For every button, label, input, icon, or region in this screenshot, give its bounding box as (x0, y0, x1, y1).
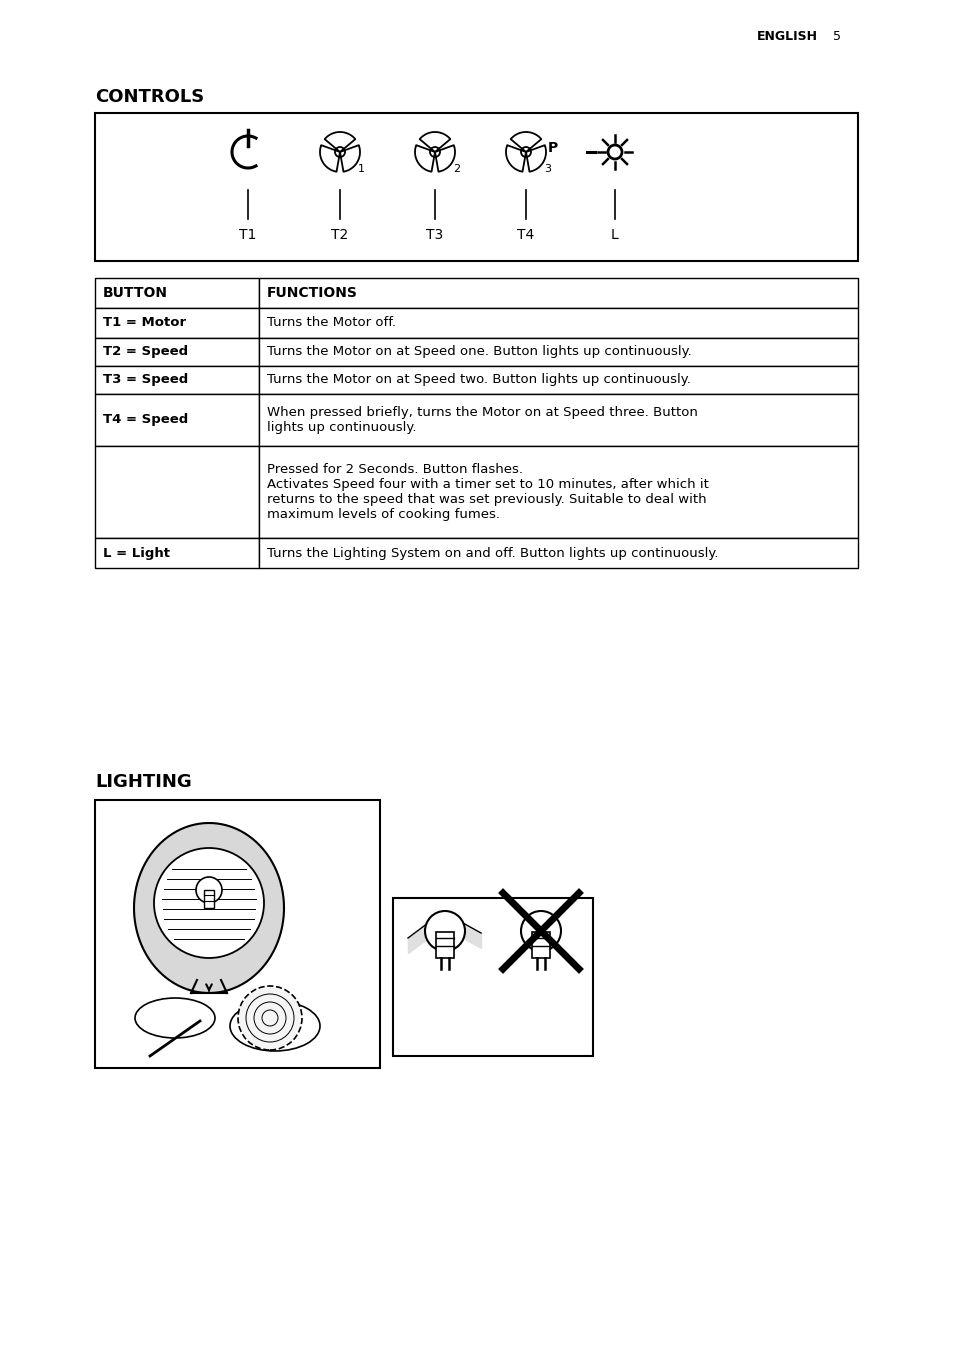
Text: T1: T1 (239, 227, 256, 242)
Text: L = Light: L = Light (103, 547, 170, 559)
Text: 5: 5 (832, 31, 841, 43)
Bar (436, 932, 454, 959)
Circle shape (237, 986, 302, 1049)
Text: P: P (547, 141, 558, 154)
Text: BUTTON: BUTTON (103, 286, 168, 301)
Text: T4 = Speed: T4 = Speed (103, 413, 188, 427)
Text: Turns the Lighting System on and off. Button lights up continuously.: Turns the Lighting System on and off. Bu… (267, 547, 718, 559)
Text: Turns the Motor on at Speed two. Button lights up continuously.: Turns the Motor on at Speed two. Button … (267, 374, 690, 386)
Text: T2: T2 (331, 227, 348, 242)
Polygon shape (510, 131, 540, 152)
Ellipse shape (230, 1001, 319, 1051)
Text: T3 = Speed: T3 = Speed (103, 374, 188, 386)
Text: FUNCTIONS: FUNCTIONS (267, 286, 357, 301)
Text: Pressed for 2 Seconds. Button flashes.: Pressed for 2 Seconds. Button flashes. (267, 463, 522, 477)
Text: 3: 3 (543, 164, 551, 175)
Bar (258, 538, 857, 567)
Polygon shape (435, 145, 455, 172)
Bar (95, 394, 258, 445)
Text: maximum levels of cooking fumes.: maximum levels of cooking fumes. (267, 508, 499, 520)
Bar (95, 307, 258, 338)
Circle shape (195, 877, 222, 903)
Polygon shape (133, 823, 284, 992)
Bar (258, 278, 857, 307)
Polygon shape (324, 131, 355, 152)
Bar (95, 800, 379, 1068)
Text: Turns the Motor on at Speed one. Button lights up continuously.: Turns the Motor on at Speed one. Button … (267, 345, 691, 359)
Text: LIGHTING: LIGHTING (95, 773, 192, 791)
Bar (532, 932, 550, 959)
Circle shape (520, 911, 560, 951)
Text: T1 = Motor: T1 = Motor (103, 317, 186, 329)
Polygon shape (339, 145, 359, 172)
Bar (258, 394, 857, 445)
Ellipse shape (135, 998, 214, 1039)
Bar (258, 445, 857, 538)
Bar (95, 112, 857, 261)
Polygon shape (415, 145, 435, 172)
Text: returns to the speed that was set previously. Suitable to deal with: returns to the speed that was set previo… (267, 493, 706, 506)
Text: Turns the Motor off.: Turns the Motor off. (267, 317, 395, 329)
Text: T4: T4 (517, 227, 534, 242)
Bar (204, 890, 213, 909)
Polygon shape (419, 131, 450, 152)
Bar (95, 538, 258, 567)
Bar (95, 445, 258, 538)
Text: ENGLISH: ENGLISH (757, 31, 817, 43)
Text: When pressed briefly, turns the Motor on at Speed three. Button: When pressed briefly, turns the Motor on… (267, 406, 698, 420)
Bar (95, 338, 258, 366)
Polygon shape (505, 145, 525, 172)
Bar (393, 898, 593, 1056)
Circle shape (424, 911, 464, 951)
Bar (258, 307, 857, 338)
Text: T2 = Speed: T2 = Speed (103, 345, 188, 359)
Bar (258, 366, 857, 394)
Text: L: L (611, 227, 618, 242)
Bar (95, 366, 258, 394)
Bar (95, 278, 258, 307)
Circle shape (153, 848, 264, 959)
Bar (258, 338, 857, 366)
Polygon shape (525, 145, 545, 172)
Text: CONTROLS: CONTROLS (95, 88, 204, 106)
Text: T3: T3 (426, 227, 443, 242)
Text: lights up continuously.: lights up continuously. (267, 421, 416, 433)
Text: 1: 1 (357, 164, 365, 175)
Polygon shape (319, 145, 339, 172)
Text: 2: 2 (453, 164, 459, 175)
Text: Activates Speed four with a timer set to 10 minutes, after which it: Activates Speed four with a timer set to… (267, 478, 708, 492)
